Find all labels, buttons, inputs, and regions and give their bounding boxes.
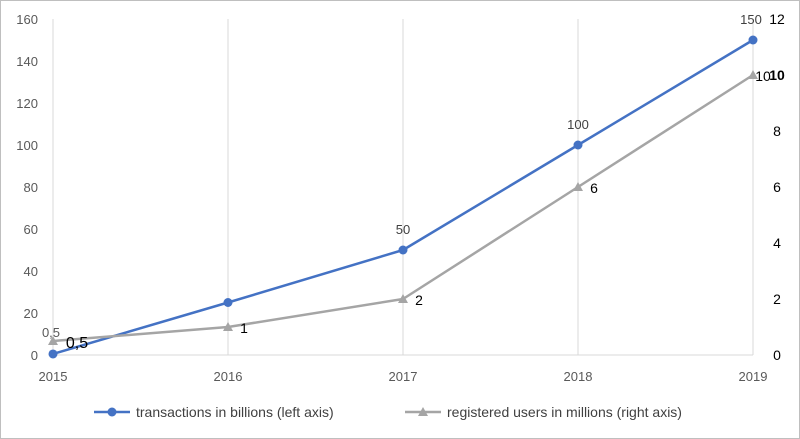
right-axis-ticks: 0 2 4 6 8 10 12 xyxy=(769,11,785,363)
data-label: 10 xyxy=(755,68,771,84)
right-tick-label: 2 xyxy=(773,291,781,307)
data-point-marker xyxy=(398,294,408,303)
data-point-marker xyxy=(398,245,408,255)
x-tick-label: 2015 xyxy=(39,369,68,384)
data-point-marker xyxy=(748,35,758,45)
series-markers xyxy=(48,35,758,359)
data-point-marker xyxy=(573,182,583,191)
left-tick-label: 100 xyxy=(16,138,38,153)
left-tick-label: 80 xyxy=(24,180,38,195)
legend-label-2: registered users in millions (right axis… xyxy=(447,404,682,420)
data-point-marker xyxy=(748,70,758,79)
right-tick-label: 10 xyxy=(769,67,785,83)
x-tick-label: 2018 xyxy=(564,369,593,384)
x-tick-label: 2017 xyxy=(389,369,418,384)
data-label: 6 xyxy=(590,180,598,196)
data-point-marker xyxy=(48,336,58,345)
right-tick-label: 8 xyxy=(773,123,781,139)
gridlines xyxy=(52,19,754,356)
legend-marker-1 xyxy=(107,407,117,417)
data-label: 2 xyxy=(415,292,423,308)
left-tick-label: 140 xyxy=(16,54,38,69)
data-label: 0,5 xyxy=(66,335,88,352)
legend: transactions in billions (left axis) regi… xyxy=(94,404,682,420)
left-tick-label: 120 xyxy=(16,96,38,111)
data-labels: 0,5 50 100 150 0,5 1 2 6 10 xyxy=(42,12,771,352)
legend-marker-2 xyxy=(418,407,428,416)
right-tick-label: 12 xyxy=(769,11,785,27)
data-label: 150 xyxy=(740,12,762,27)
right-tick-label: 4 xyxy=(773,235,781,251)
left-tick-label: 20 xyxy=(24,306,38,321)
data-point-marker xyxy=(573,140,583,150)
right-tick-label: 6 xyxy=(773,179,781,195)
data-label: 100 xyxy=(567,117,589,132)
legend-label-1: transactions in billions (left axis) xyxy=(136,404,334,420)
x-axis-ticks: 2015 2016 2017 2018 2019 xyxy=(39,369,768,384)
right-tick-label: 0 xyxy=(773,347,781,363)
data-point-marker xyxy=(223,322,233,331)
left-tick-label: 0 xyxy=(31,348,38,363)
data-label: 50 xyxy=(396,222,410,237)
left-axis-ticks: 0 20 40 60 80 100 120 140 160 xyxy=(16,12,38,363)
data-label: 1 xyxy=(240,320,248,336)
x-tick-label: 2019 xyxy=(739,369,768,384)
data-point-marker xyxy=(223,298,233,307)
left-tick-label: 160 xyxy=(16,12,38,27)
x-tick-label: 2016 xyxy=(214,369,243,384)
data-label: 0,5 xyxy=(42,325,60,340)
data-point-marker xyxy=(48,349,58,359)
left-tick-label: 40 xyxy=(24,264,38,279)
left-tick-label: 60 xyxy=(24,222,38,237)
